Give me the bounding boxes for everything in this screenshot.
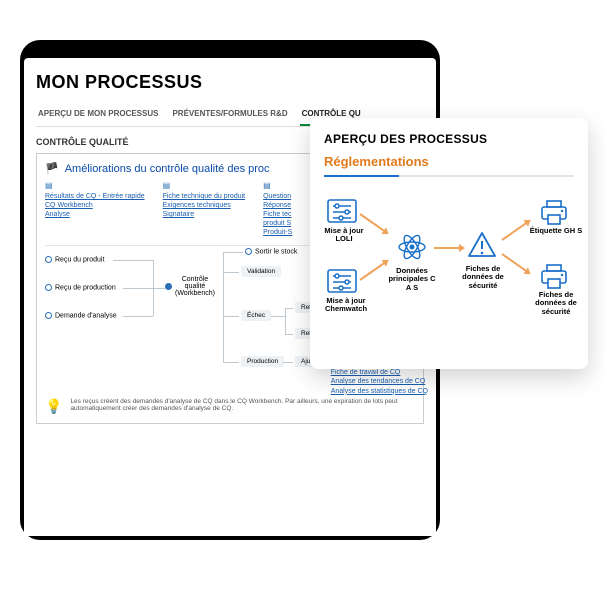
flow-center: Contrôle qualité (Workbench) [165,276,215,297]
node-label: Mise à jour LOLI [324,227,364,244]
doc-icon: ▤ [163,181,246,190]
link-col-3: ▤ Question Réponse Fiche tec produit S P… [263,181,292,237]
node-label: Mise à jour Chemwatch [324,297,368,314]
flag-icon: 🏴 [45,162,59,175]
flow-node: Production [241,358,284,365]
node-label: Étiquette GH S [528,227,584,235]
bulb-icon: 💡 [45,398,62,415]
link-col-1: ▤ Résultats de CQ - Entrée rapide CQ Wor… [45,181,145,237]
link[interactable]: Signataire [163,210,246,219]
link[interactable]: produit S [263,219,292,228]
link[interactable]: CQ Workbench [45,201,145,210]
link[interactable]: Fiche tec [263,210,292,219]
link[interactable]: Analyse des tendances de CQ [331,377,428,386]
atom-icon [396,233,428,261]
card-flow: Mise à jour LOLI Mise à jour Chemwatch D… [324,191,574,351]
card-subheading: Réglementations [324,154,574,169]
flow-node: Demande d'analyse [45,312,117,319]
node-label: Fiches de données de sécurité [530,291,582,316]
flow-node: Sortir le stock [245,248,297,255]
link[interactable]: Réponse [263,201,292,210]
printer-icon [538,199,570,227]
sliders-icon [326,197,358,225]
link[interactable]: Fiche de travail de CQ [331,368,428,377]
link[interactable]: Produit-S [263,228,292,237]
panel-title: Améliorations du contrôle qualité des pr… [65,163,270,175]
flow-node: Échec [241,312,271,319]
link-col-2: ▤ Fiche technique du produit Exigences t… [163,181,246,237]
arrow-icon [359,262,385,281]
tab-preventes[interactable]: PRÉVENTES/FORMULES R&D [170,105,289,126]
printer-icon [538,263,570,291]
flow-node: Validation [241,268,281,275]
overlay-card: APERÇU DES PROCESSUS Réglementations Mis… [310,118,588,369]
link[interactable]: Résultats de CQ - Entrée rapide [45,192,145,201]
flow-node: Reçu de production [45,284,116,291]
flow-node: Reçu du produit [45,256,104,263]
tip-text: Les reçus créent des demandes d'analyse … [70,398,415,412]
tab-overview[interactable]: APERÇU DE MON PROCESSUS [36,105,160,126]
card-rule [324,175,574,177]
link[interactable]: Fiche technique du produit [163,192,246,201]
page-title: MON PROCESSUS [36,72,424,93]
link[interactable]: Analyse des statistiques de CQ [331,387,428,396]
arrow-icon [434,247,460,249]
node-label: Données principales C A S [386,267,438,292]
link[interactable]: Question [263,192,292,201]
doc-icon: ▤ [45,181,145,190]
sliders-icon [326,267,358,295]
card-heading: APERÇU DES PROCESSUS [324,132,574,146]
link[interactable]: Analyse [45,210,145,219]
link[interactable]: Exigences techniques [163,201,246,210]
arrow-icon [501,222,527,241]
warning-icon [466,231,498,259]
doc-icon: ▤ [263,181,292,190]
tip-row: 💡 Les reçus créent des demandes d'analys… [45,398,415,415]
node-label: Fiches de données de sécurité [450,265,516,290]
